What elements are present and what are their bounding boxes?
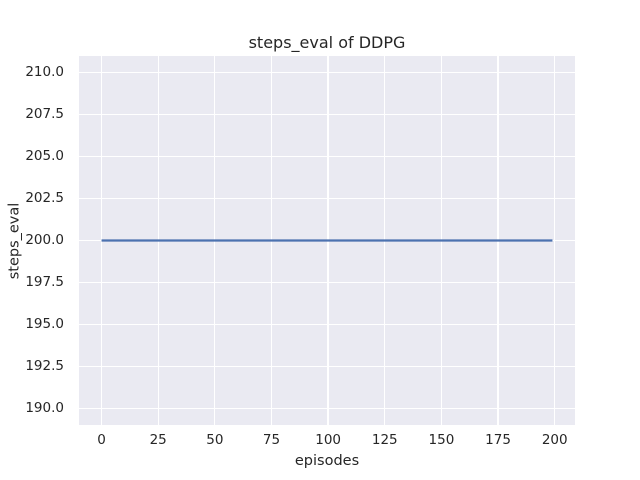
chart-title: steps_eval of DDPG xyxy=(248,33,406,52)
y-tick-label: 195.0 xyxy=(25,315,64,332)
x-tick-label: 125 xyxy=(371,432,398,448)
y-gridline xyxy=(79,197,575,200)
x-tick-label: 25 xyxy=(149,432,167,448)
x-tick-label: 200 xyxy=(541,432,568,448)
y-tick-label: 207.5 xyxy=(25,106,64,123)
y-gridline xyxy=(79,114,575,116)
y-gridline xyxy=(79,281,575,284)
y-gridline xyxy=(79,365,575,367)
x-tick-label: 175 xyxy=(485,432,511,448)
plot-area xyxy=(79,56,575,425)
x-tick-label: 150 xyxy=(428,432,455,448)
y-gridline xyxy=(79,72,575,74)
y-tick-label: 190.0 xyxy=(25,399,64,416)
x-axis-label: episodes xyxy=(294,453,360,469)
y-gridline xyxy=(79,155,575,158)
y-tick-label: 210.0 xyxy=(25,64,64,81)
x-tick-label: 0 xyxy=(97,432,106,448)
x-tick-label: 50 xyxy=(206,432,224,448)
y-gridline xyxy=(79,407,575,409)
y-tick-label: 202.5 xyxy=(25,190,64,207)
y-tick-label: 205.0 xyxy=(25,148,64,165)
y-tick-label: 192.5 xyxy=(25,357,64,374)
y-tick-label: 200.0 xyxy=(25,232,64,248)
y-tick-label: 197.5 xyxy=(25,273,64,290)
line-series-plot xyxy=(101,239,553,242)
x-tick-label: 100 xyxy=(315,432,342,448)
x-tick-label: 75 xyxy=(262,432,281,448)
y-gridline xyxy=(79,323,575,325)
